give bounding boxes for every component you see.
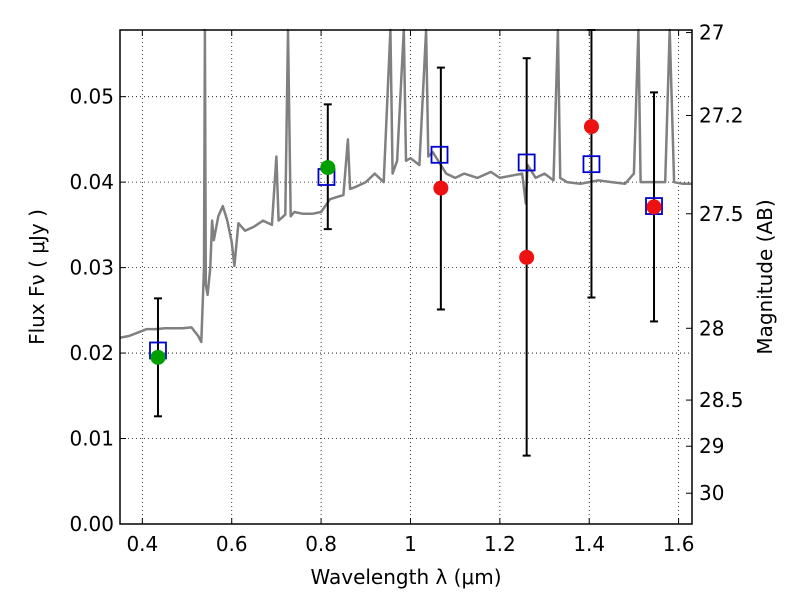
green-data-point [320, 160, 336, 176]
magnitude-tick-label: 29 [699, 434, 724, 458]
x-tick-label: 0.4 [126, 532, 158, 556]
plot-frame [119, 29, 693, 525]
model-square-point [430, 145, 449, 164]
x-tick-label: 1.4 [573, 532, 605, 556]
y-tick-label: 0.03 [69, 256, 114, 280]
magnitude-tick-label: 30 [699, 481, 724, 505]
magnitude-tick-label: 28.5 [699, 388, 744, 412]
x-tick-label: 1.2 [484, 532, 516, 556]
y-tick-label: 0.01 [69, 427, 114, 451]
magnitude-tick-label: 27.2 [699, 103, 744, 127]
x-axis-label: Wavelength λ (μm) [310, 565, 501, 589]
x-tick-label: 0.6 [216, 532, 248, 556]
y-axis-label-right: Magnitude (AB) [753, 199, 777, 354]
red-data-point [646, 199, 662, 215]
magnitude-tick-label: 27.5 [699, 202, 744, 226]
y-tick-label: 0.02 [69, 341, 114, 365]
red-data-point [433, 180, 449, 196]
y-axis-label-left: Flux Fν ( μJy ) [25, 209, 49, 345]
x-tick-label: 0.8 [305, 532, 337, 556]
y-tick-label: 0.05 [69, 85, 114, 109]
y-tick-label: 0.04 [69, 170, 114, 194]
magnitude-tick-label: 28 [699, 316, 724, 340]
x-tick-label: 1 [404, 532, 417, 556]
ticks: 0.4 0.6 0.8 1 1.2 1.4 1.6 0.00 0.01 0.02 0.03 0.04 0… [69, 21, 743, 556]
green-data-point [150, 349, 166, 365]
model-square-point [582, 155, 601, 174]
x-tick-label: 1.6 [663, 532, 695, 556]
red-data-point [519, 249, 535, 265]
plot-area [119, 28, 692, 457]
y-tick-label: 0.00 [69, 512, 114, 536]
magnitude-tick-label: 27 [699, 21, 724, 45]
model-square-point [517, 153, 536, 172]
red-data-point [583, 119, 599, 135]
spectrum-line [119, 28, 692, 344]
